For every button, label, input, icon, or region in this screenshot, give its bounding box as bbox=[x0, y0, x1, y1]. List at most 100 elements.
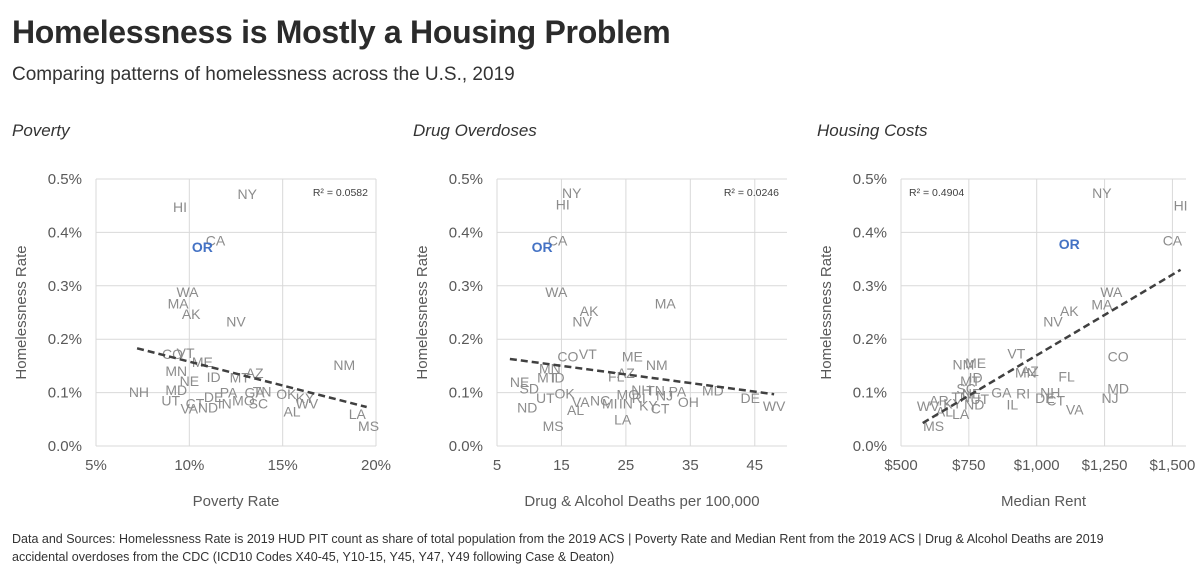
x-axis-label: Median Rent bbox=[1001, 493, 1087, 510]
panel-title: Poverty bbox=[12, 121, 70, 140]
state-label: SD bbox=[519, 380, 538, 396]
y-tick-label: 0.5% bbox=[48, 171, 82, 188]
state-label: LA bbox=[349, 406, 367, 422]
state-label: WV bbox=[763, 398, 786, 414]
y-tick-label: 0.2% bbox=[48, 331, 82, 348]
state-label: MT bbox=[960, 373, 981, 389]
state-label: NH bbox=[1040, 385, 1060, 401]
state-label: MN bbox=[165, 363, 187, 379]
state-label: NY bbox=[237, 186, 257, 202]
state-label: CA bbox=[1163, 232, 1183, 248]
housing-costs-panel: Housing Costs 0.0% 0.1% 0.2% 0.3% 0.4% 0.5% $5… bbox=[817, 115, 1200, 515]
state-label: WA bbox=[1100, 284, 1123, 300]
state-label: VT bbox=[1007, 346, 1025, 362]
state-label: ID bbox=[207, 369, 221, 385]
highlighted-state-label: OR bbox=[532, 239, 553, 255]
state-label: OK bbox=[276, 386, 297, 402]
state-label: MA bbox=[655, 295, 677, 311]
x-tick-label: 5 bbox=[493, 457, 501, 474]
state-label: NE bbox=[510, 374, 529, 390]
state-label: NM bbox=[646, 357, 668, 373]
state-label: AZ bbox=[617, 365, 635, 381]
state-label: VT bbox=[579, 346, 597, 362]
y-tick-label: 0.1% bbox=[853, 385, 887, 402]
state-label: WV bbox=[917, 398, 940, 414]
state-label: PA bbox=[220, 385, 238, 401]
state-label: SC bbox=[249, 395, 268, 411]
state-label: IN bbox=[619, 395, 633, 411]
state-label: MS bbox=[543, 418, 564, 434]
x-tick-label: $1,000 bbox=[1014, 457, 1060, 474]
highlighted-state-label: OR bbox=[192, 239, 213, 255]
x-tick-label: 45 bbox=[746, 457, 763, 474]
state-label: GA bbox=[245, 385, 266, 401]
state-label: CT bbox=[651, 401, 670, 417]
y-tick-label: 0.5% bbox=[449, 171, 483, 188]
x-tick-label: 10% bbox=[174, 457, 204, 474]
y-tick-label: 0.4% bbox=[449, 224, 483, 241]
y-tick-label: 0.3% bbox=[853, 278, 887, 295]
state-label: NV bbox=[1043, 314, 1063, 330]
x-tick-label: 20% bbox=[361, 457, 391, 474]
state-label: MD bbox=[1107, 380, 1129, 396]
state-label: VA bbox=[181, 401, 199, 417]
state-label: LA bbox=[614, 411, 632, 427]
state-label: ND bbox=[517, 400, 537, 416]
state-label: ND bbox=[198, 400, 218, 416]
sources-footnote: Data and Sources: Homelessness Rate is 2… bbox=[12, 530, 1188, 566]
panel-title: Housing Costs bbox=[817, 121, 928, 140]
y-tick-label: 0.3% bbox=[48, 278, 82, 295]
state-label: VT bbox=[177, 345, 195, 361]
y-axis-label: Homelessness Rate bbox=[818, 245, 835, 379]
state-label: UT bbox=[970, 391, 989, 407]
y-tick-label: 0.2% bbox=[449, 331, 483, 348]
state-label: NV bbox=[572, 314, 592, 330]
state-label: MN bbox=[1015, 364, 1037, 380]
state-label: RI bbox=[632, 390, 646, 406]
y-tick-label: 0.0% bbox=[48, 438, 82, 455]
state-label: ID bbox=[551, 370, 565, 386]
state-label: TN bbox=[253, 384, 272, 400]
state-label: UT bbox=[161, 393, 180, 409]
drug-overdoses-panel: Drug Overdoses 0.0% 0.1% 0.2% 0.3% 0.4% 0.5% 5… bbox=[413, 115, 808, 515]
state-label: CT bbox=[1046, 393, 1065, 409]
state-label: DE bbox=[1035, 390, 1054, 406]
state-label: RI bbox=[1016, 386, 1030, 402]
state-label: AL bbox=[283, 403, 300, 419]
state-label: NH bbox=[631, 382, 651, 398]
state-label: MS bbox=[358, 418, 379, 434]
trend-line bbox=[922, 268, 1182, 425]
state-label: OK bbox=[555, 386, 576, 402]
state-label: VA bbox=[572, 394, 590, 410]
state-label: HI bbox=[173, 199, 187, 215]
state-label: CA bbox=[548, 232, 568, 248]
x-tick-label: 35 bbox=[682, 457, 699, 474]
footnote-line: accidental overdoses from the CDC (ICD10… bbox=[12, 550, 615, 564]
state-label: IN bbox=[218, 395, 232, 411]
housing-costs-scatter-plot: 0.0% 0.1% 0.2% 0.3% 0.4% 0.5% $500 $750 $1,000 $1… bbox=[818, 171, 1195, 510]
poverty-panel: Poverty 0.0% 0.1% 0.2% 0.3% 0.4% 0.5% 5% 10% 15%… bbox=[12, 115, 407, 515]
state-label: TN bbox=[646, 382, 665, 398]
state-label: AK bbox=[580, 303, 599, 319]
state-label: NY bbox=[1092, 185, 1112, 201]
x-tick-label: $500 bbox=[884, 457, 917, 474]
state-label: MO bbox=[232, 393, 255, 409]
chart-subtitle: Comparing patterns of homelessness acros… bbox=[12, 64, 515, 85]
state-label: CT bbox=[186, 395, 205, 411]
state-label: AZ bbox=[1021, 363, 1039, 379]
x-tick-label: 25 bbox=[618, 457, 635, 474]
state-label: WA bbox=[176, 284, 199, 300]
x-tick-label: 15% bbox=[268, 457, 298, 474]
state-label: LA bbox=[952, 406, 970, 422]
state-label: DE bbox=[741, 390, 760, 406]
state-label: IL bbox=[1006, 396, 1018, 412]
state-label: MI bbox=[602, 395, 618, 411]
x-axis-label: Drug & Alcohol Deaths per 100,000 bbox=[524, 493, 759, 510]
y-tick-label: 0.1% bbox=[48, 385, 82, 402]
panel-title: Drug Overdoses bbox=[413, 121, 537, 140]
state-label: CO bbox=[162, 346, 183, 362]
state-label: CO bbox=[1108, 348, 1129, 364]
state-label: NM bbox=[333, 357, 355, 373]
y-tick-label: 0.5% bbox=[853, 171, 887, 188]
trend-line bbox=[136, 347, 367, 409]
